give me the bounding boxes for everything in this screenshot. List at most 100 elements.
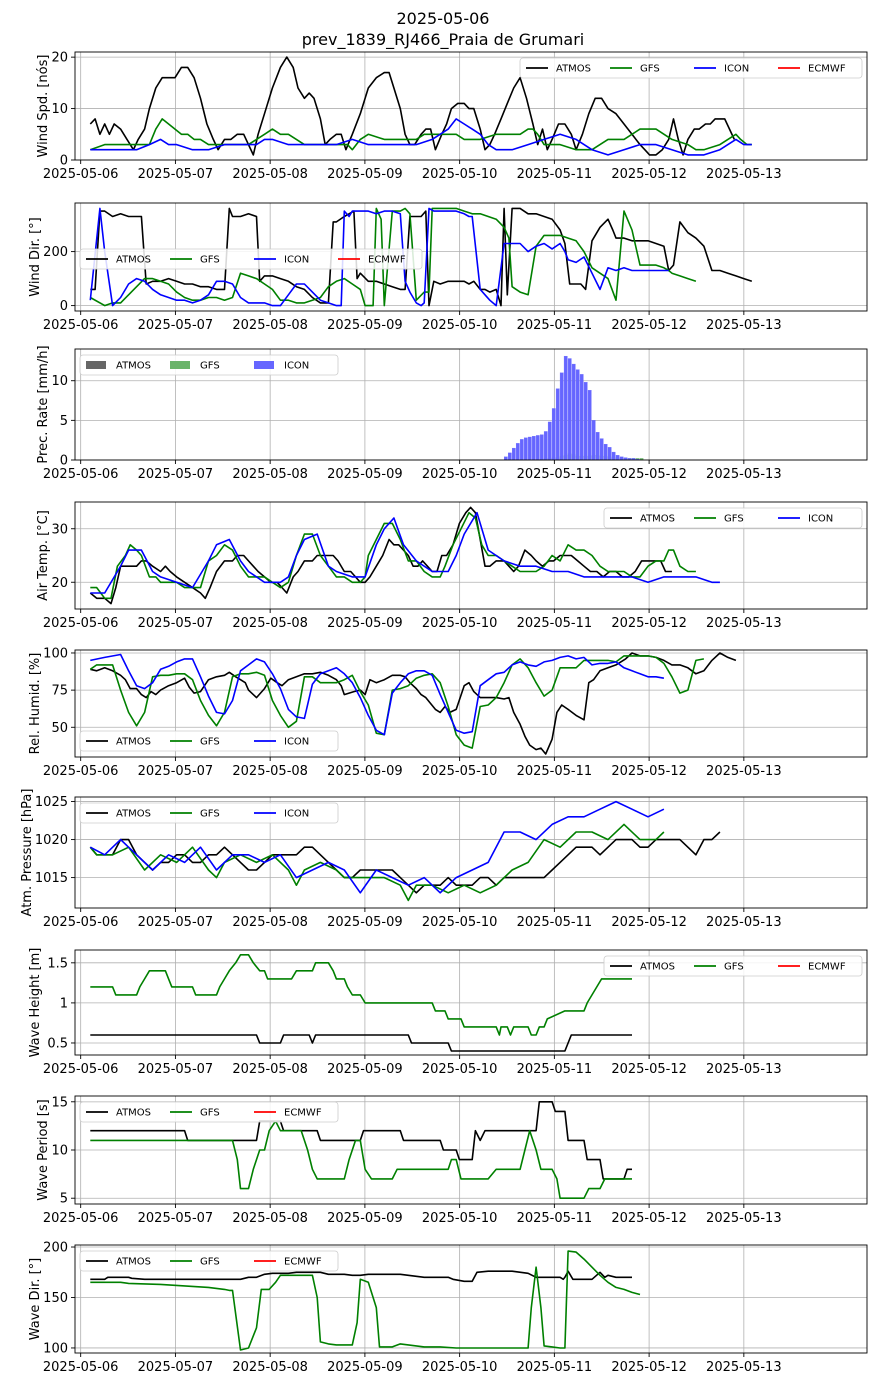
plot-area bbox=[89, 800, 721, 902]
legend: ATMOS GFS ICON bbox=[603, 507, 863, 529]
x-tick-label: 2025-05-11 bbox=[517, 616, 593, 631]
legend-label-ecmwf: ECMWF bbox=[284, 1257, 322, 1268]
series-line-icon bbox=[89, 207, 669, 307]
figure-title-date: 2025-05-06 bbox=[397, 9, 490, 28]
x-tick-label: 2025-05-06 bbox=[43, 467, 119, 482]
legend-label-ecmwf: ECMWF bbox=[808, 962, 846, 973]
series-line-gfs bbox=[90, 954, 632, 1036]
x-tick-label: 2025-05-07 bbox=[138, 467, 214, 482]
y-axis-label: Wind Dir. [°] bbox=[28, 217, 43, 297]
bar-icon bbox=[623, 457, 628, 460]
bar-icon bbox=[607, 447, 612, 460]
legend-label-gfs: GFS bbox=[724, 514, 744, 525]
x-tick-label: 2025-05-09 bbox=[327, 764, 403, 779]
chart-panel-8: 2025-05-06 2025-05-07 2025-05-08 2025-05-09… bbox=[36, 1095, 868, 1226]
x-tick-label: 2025-05-06 bbox=[43, 915, 119, 930]
series-line-atmos bbox=[90, 1101, 632, 1180]
bar-icon bbox=[603, 443, 608, 460]
bar-icon bbox=[619, 456, 624, 460]
x-tick-label: 2025-05-07 bbox=[138, 915, 214, 930]
legend-label-icon: ICON bbox=[284, 255, 309, 266]
y-tick-label: 0 bbox=[60, 454, 68, 469]
x-tick-label: 2025-05-13 bbox=[706, 1211, 782, 1226]
legend-box bbox=[603, 507, 863, 529]
x-tick-label: 2025-05-07 bbox=[138, 318, 214, 333]
legend: ATMOS GFS ICON ECMWF bbox=[519, 57, 863, 79]
x-tick-label: 2025-05-07 bbox=[138, 764, 214, 779]
x-tick-label: 2025-05-09 bbox=[327, 167, 403, 182]
legend-label-icon: ICON bbox=[724, 64, 749, 75]
x-tick-label: 2025-05-07 bbox=[138, 616, 214, 631]
bar-icon bbox=[575, 369, 580, 460]
legend-label-gfs: GFS bbox=[200, 809, 220, 820]
bar-icon bbox=[515, 443, 520, 460]
y-axis-label: Wave Height [m] bbox=[28, 948, 43, 1058]
axes-frame bbox=[74, 501, 868, 610]
x-tick-label: 2025-05-10 bbox=[422, 167, 498, 182]
x-tick-label: 2025-05-10 bbox=[422, 1211, 498, 1226]
bar-icon bbox=[503, 456, 508, 460]
bar-icon bbox=[567, 358, 572, 460]
x-tick-label: 2025-05-07 bbox=[138, 1062, 214, 1077]
x-tick-label: 2025-05-12 bbox=[611, 764, 687, 779]
legend-label-atmos: ATMOS bbox=[116, 737, 151, 748]
plot-area bbox=[89, 56, 752, 156]
bar-icon bbox=[615, 455, 620, 460]
y-tick-label: 20 bbox=[51, 576, 68, 591]
x-tick-label: 2025-05-13 bbox=[706, 167, 782, 182]
chart-panels: 2025-05-06 2025-05-07 2025-05-08 2025-05-09… bbox=[20, 51, 868, 1375]
x-tick-label: 2025-05-11 bbox=[517, 167, 593, 182]
series-line-icon bbox=[90, 118, 752, 156]
series-line-atmos bbox=[89, 831, 721, 894]
x-tick-label: 2025-05-12 bbox=[611, 1211, 687, 1226]
plot-area bbox=[89, 652, 737, 755]
y-tick-label: 150 bbox=[43, 1291, 68, 1306]
x-tick-label: 2025-05-13 bbox=[706, 1360, 782, 1375]
bar-icon bbox=[511, 447, 516, 460]
figure-title-station: prev_1839_RJ466_Praia de Grumari bbox=[302, 30, 585, 50]
legend-box bbox=[79, 730, 339, 752]
y-axis-label: Prec. Rate [mm/h] bbox=[36, 345, 51, 463]
chart-panel-5: 2025-05-06 2025-05-07 2025-05-08 2025-05-09… bbox=[28, 646, 868, 779]
legend-label-icon: ICON bbox=[284, 737, 309, 748]
x-tick-label: 2025-05-10 bbox=[422, 1360, 498, 1375]
legend-label-icon: ICON bbox=[808, 514, 833, 525]
series-line-gfs bbox=[90, 1120, 632, 1199]
plot-area bbox=[89, 207, 753, 307]
x-tick-label: 2025-05-10 bbox=[422, 764, 498, 779]
axes-frame bbox=[74, 348, 868, 461]
legend: ATMOS GFS ECMWF bbox=[79, 1250, 339, 1272]
legend-label-gfs: GFS bbox=[200, 1108, 220, 1119]
x-tick-label: 2025-05-13 bbox=[706, 915, 782, 930]
bar-icon bbox=[583, 382, 588, 460]
plot-area bbox=[90, 954, 632, 1052]
legend-label-gfs: GFS bbox=[640, 64, 660, 75]
chart-panel-7: 2025-05-06 2025-05-07 2025-05-08 2025-05-09… bbox=[28, 948, 868, 1077]
y-axis-label: Air Temp. [°C] bbox=[36, 510, 51, 601]
legend: ATMOS GFS ECMWF bbox=[79, 1101, 339, 1123]
x-tick-label: 2025-05-06 bbox=[43, 1062, 119, 1077]
legend-box bbox=[79, 354, 339, 376]
legend-label-gfs: GFS bbox=[200, 737, 220, 748]
chart-panel-1: 2025-05-06 2025-05-07 2025-05-08 2025-05-09… bbox=[36, 51, 868, 182]
y-tick-label: 75 bbox=[51, 684, 68, 699]
legend-label-ecmwf: ECMWF bbox=[284, 1108, 322, 1119]
y-axis-label: Wind Spd. [nós] bbox=[36, 55, 51, 158]
y-tick-label: 10 bbox=[51, 1144, 68, 1159]
x-tick-label: 2025-05-08 bbox=[232, 915, 308, 930]
x-tick-label: 2025-05-10 bbox=[422, 1062, 498, 1077]
x-tick-label: 2025-05-09 bbox=[327, 318, 403, 333]
bar-icon bbox=[563, 355, 568, 460]
y-tick-label: 5 bbox=[60, 1192, 68, 1207]
bar-icon bbox=[599, 438, 604, 460]
y-tick-label: 200 bbox=[43, 245, 68, 260]
x-tick-label: 2025-05-12 bbox=[611, 1062, 687, 1077]
series-line-atmos bbox=[89, 56, 736, 156]
legend-label-icon: ICON bbox=[284, 809, 309, 820]
x-tick-label: 2025-05-10 bbox=[422, 467, 498, 482]
x-tick-label: 2025-05-09 bbox=[327, 1062, 403, 1077]
x-tick-label: 2025-05-11 bbox=[517, 467, 593, 482]
x-tick-label: 2025-05-11 bbox=[517, 318, 593, 333]
x-tick-label: 2025-05-08 bbox=[232, 167, 308, 182]
bar-icon bbox=[519, 439, 524, 460]
